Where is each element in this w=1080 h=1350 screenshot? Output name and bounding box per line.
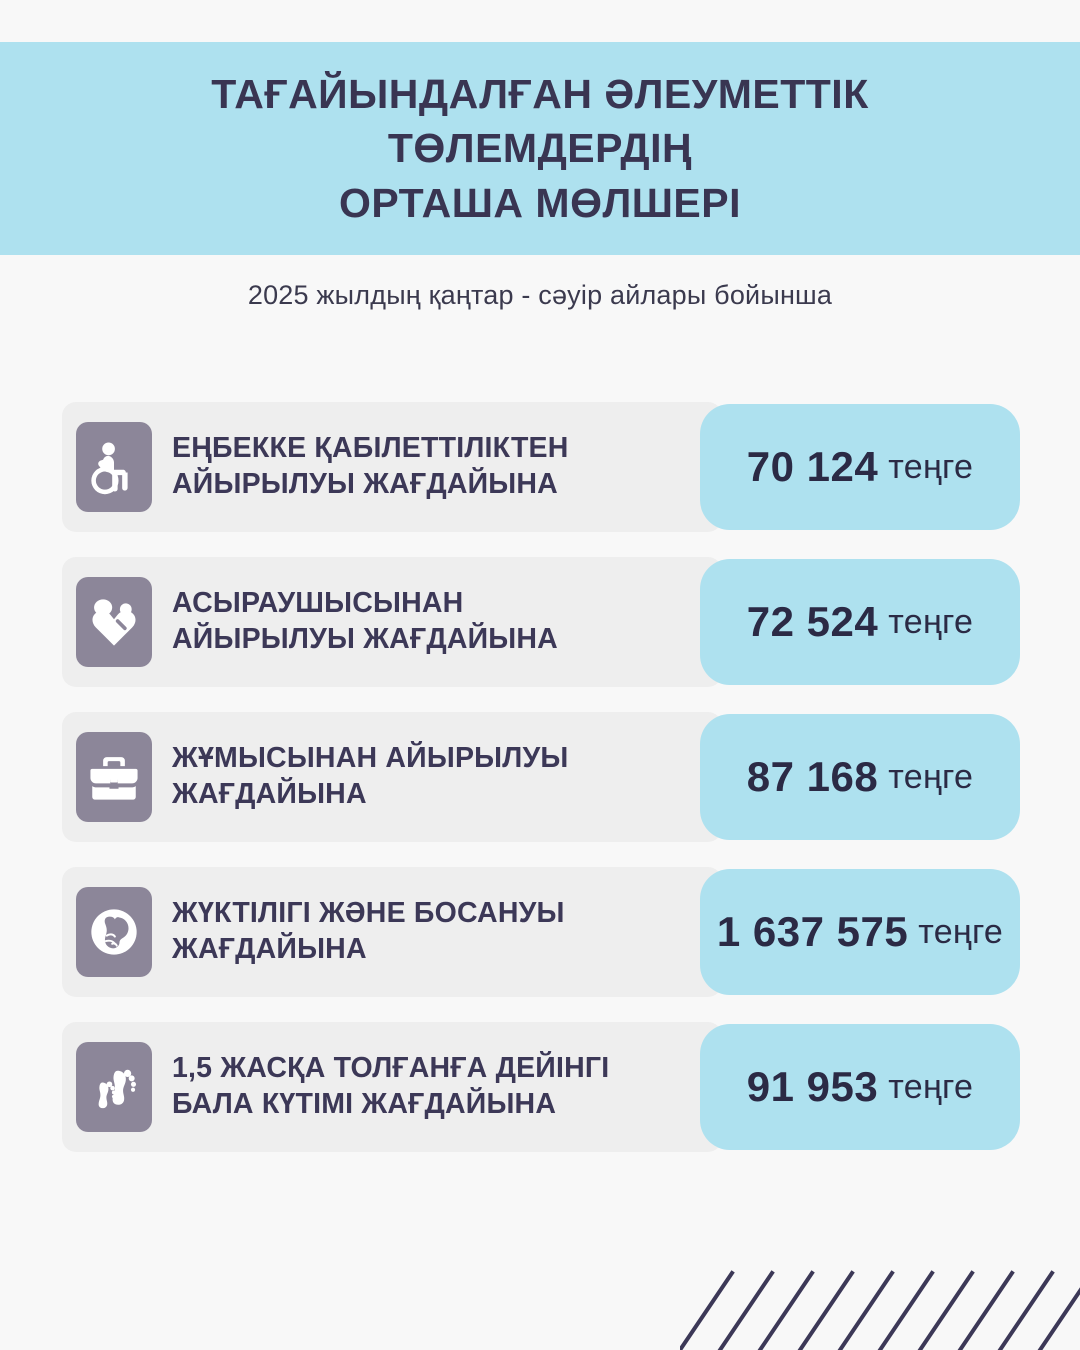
list-item: ЖҰМЫСЫНАН АЙЫРЫЛУЫ ЖАҒДАЙЫНА 87 168 теңг…: [0, 712, 1080, 842]
row-label-bar: АСЫРАУШЫСЫНАН АЙЫРЫЛУЫ ЖАҒДАЙЫНА: [62, 557, 722, 687]
header-band: ТАҒАЙЫНДАЛҒАН ӘЛЕУМЕТТІК ТӨЛЕМДЕРДІҢ ОРТ…: [0, 42, 1080, 255]
value-badge: 72 524 теңге: [700, 559, 1020, 685]
benefit-rows-list: ЕҢБЕККЕ ҚАБІЛЕТТІЛІКТЕН АЙЫРЫЛУЫ ЖАҒДАЙЫ…: [0, 402, 1080, 1177]
family-heart-icon: [76, 577, 152, 667]
list-item: 1,5 ЖАСҚА ТОЛҒАНҒА ДЕЙІНГІ БАЛА КҮТІМІ Ж…: [0, 1022, 1080, 1152]
list-item: ЖҮКТІЛІГІ ЖӘНЕ БОСАНУЫ ЖАҒДАЙЫНА 1 637 5…: [0, 867, 1080, 997]
row-label-bar: ЖҮКТІЛІГІ ЖӘНЕ БОСАНУЫ ЖАҒДАЙЫНА: [62, 867, 722, 997]
row-label-bar: ЕҢБЕККЕ ҚАБІЛЕТТІЛІКТЕН АЙЫРЫЛУЫ ЖАҒДАЙЫ…: [62, 402, 722, 532]
value-badge: 1 637 575 теңге: [700, 869, 1020, 995]
subtitle: 2025 жылдың қаңтар - сәуір айлары бойынш…: [247, 280, 833, 310]
list-item-label: АСЫРАУШЫСЫНАН АЙЫРЫЛУЫ ЖАҒДАЙЫНА: [172, 587, 558, 655]
value-amount: 72 524: [746, 598, 879, 645]
list-item: ЕҢБЕККЕ ҚАБІЛЕТТІЛІКТЕН АЙЫРЫЛУЫ ЖАҒДАЙЫ…: [0, 402, 1080, 532]
list-item: АСЫРАУШЫСЫНАН АЙЫРЫЛУЫ ЖАҒДАЙЫНА 72 524 …: [0, 557, 1080, 687]
value-unit: теңге: [918, 912, 1004, 951]
list-item-label: 1,5 ЖАСҚА ТОЛҒАНҒА ДЕЙІНГІ БАЛА КҮТІМІ Ж…: [172, 1052, 610, 1120]
page-title: ТАҒАЙЫНДАЛҒАН ӘЛЕУМЕТТІК ТӨЛЕМДЕРДІҢ ОРТ…: [211, 70, 869, 226]
value-unit: теңге: [888, 757, 974, 796]
value-badge: 91 953 теңге: [700, 1024, 1020, 1150]
value-amount: 91 953: [746, 1063, 879, 1110]
value-amount: 87 168: [746, 753, 879, 800]
baby-footprints-icon: [76, 1042, 152, 1132]
diagonal-stripes-decoration: [680, 1265, 1080, 1350]
list-item-label: ЖҰМЫСЫНАН АЙЫРЫЛУЫ ЖАҒДАЙЫНА: [172, 742, 569, 810]
list-item-label: ЖҮКТІЛІГІ ЖӘНЕ БОСАНУЫ ЖАҒДАЙЫНА: [172, 897, 565, 965]
list-item-label: ЕҢБЕККЕ ҚАБІЛЕТТІЛІКТЕН АЙЫРЫЛУЫ ЖАҒДАЙЫ…: [172, 432, 569, 500]
value-badge: 70 124 теңге: [700, 404, 1020, 530]
value-unit: теңге: [888, 1067, 974, 1106]
value-badge: 87 168 теңге: [700, 714, 1020, 840]
value-unit: теңге: [888, 447, 974, 486]
value-amount: 70 124: [746, 443, 879, 490]
row-label-bar: 1,5 ЖАСҚА ТОЛҒАНҒА ДЕЙІНГІ БАЛА КҮТІМІ Ж…: [62, 1022, 722, 1152]
briefcase-icon: [76, 732, 152, 822]
wheelchair-icon: [76, 422, 152, 512]
value-amount: 1 637 575: [716, 908, 909, 955]
row-label-bar: ЖҰМЫСЫНАН АЙЫРЫЛУЫ ЖАҒДАЙЫНА: [62, 712, 722, 842]
value-unit: теңге: [888, 602, 974, 641]
pregnancy-icon: [76, 887, 152, 977]
